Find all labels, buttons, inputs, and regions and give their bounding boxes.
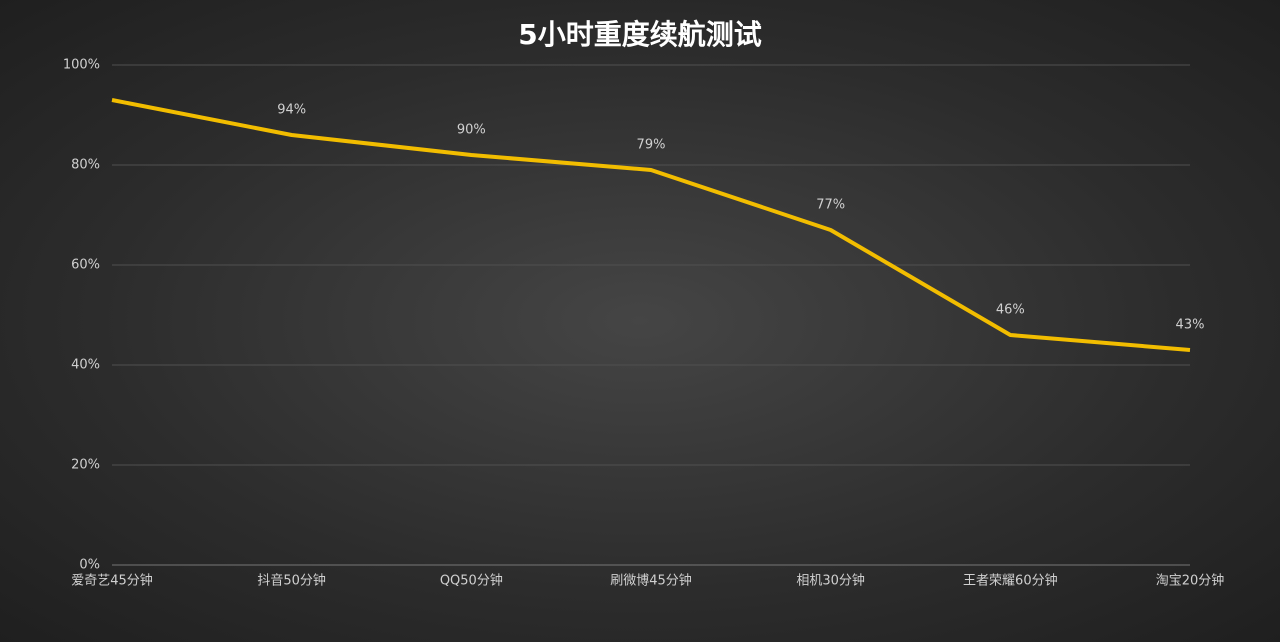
annotation: 90%	[457, 123, 486, 138]
y-tick-label: 40%	[71, 358, 100, 373]
y-tick-label: 0%	[79, 558, 100, 573]
x-tick-label: 王者荣耀60分钟	[963, 573, 1058, 589]
annotation: 94%	[277, 103, 306, 118]
x-tick-label: 刷微博45分钟	[610, 573, 692, 589]
y-tick-label: 60%	[71, 258, 100, 273]
x-tick-label: 淘宝20分钟	[1156, 573, 1225, 589]
x-tick-label: 爱奇艺45分钟	[71, 573, 153, 589]
annotation: 46%	[996, 303, 1025, 318]
y-tick-label: 100%	[63, 58, 100, 73]
y-tick-label: 80%	[71, 158, 100, 173]
chart-title: 5小时重度续航测试	[518, 18, 761, 51]
line	[111, 98, 1191, 352]
x-tick-label: 抖音50分钟	[257, 573, 326, 589]
y-tick-label: 20%	[71, 458, 100, 473]
annotation: 79%	[637, 138, 666, 153]
x-tick-label: 相机30分钟	[796, 573, 865, 589]
annotation: 77%	[816, 198, 845, 213]
x-tick-label: QQ50分钟	[440, 573, 503, 589]
annotation: 43%	[1176, 318, 1205, 333]
